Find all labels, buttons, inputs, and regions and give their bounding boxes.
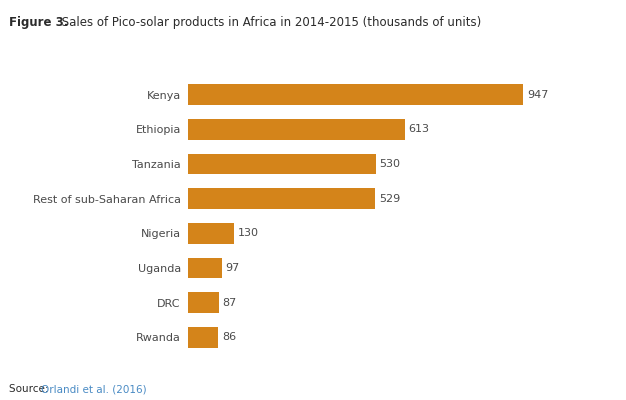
Bar	[188, 258, 222, 278]
Text: Source:: Source:	[9, 384, 52, 394]
Text: Figure 3.: Figure 3.	[9, 16, 69, 29]
Text: Sales of Pico-solar products in Africa in 2014-2015 (thousands of units): Sales of Pico-solar products in Africa i…	[58, 16, 481, 29]
Bar	[188, 154, 376, 174]
Bar	[188, 223, 234, 244]
Bar	[188, 292, 218, 313]
Text: 613: 613	[409, 124, 429, 134]
Bar	[188, 119, 405, 140]
Text: 86: 86	[222, 332, 236, 342]
Text: 130: 130	[237, 228, 259, 238]
Text: 529: 529	[379, 194, 400, 204]
Text: 530: 530	[379, 159, 400, 169]
Bar	[188, 84, 523, 105]
Bar	[188, 188, 375, 209]
Bar	[188, 327, 218, 348]
Text: 87: 87	[222, 298, 237, 308]
Text: Orlandi et al. (2016): Orlandi et al. (2016)	[41, 384, 147, 394]
Text: 97: 97	[226, 263, 240, 273]
Text: 947: 947	[527, 90, 548, 100]
